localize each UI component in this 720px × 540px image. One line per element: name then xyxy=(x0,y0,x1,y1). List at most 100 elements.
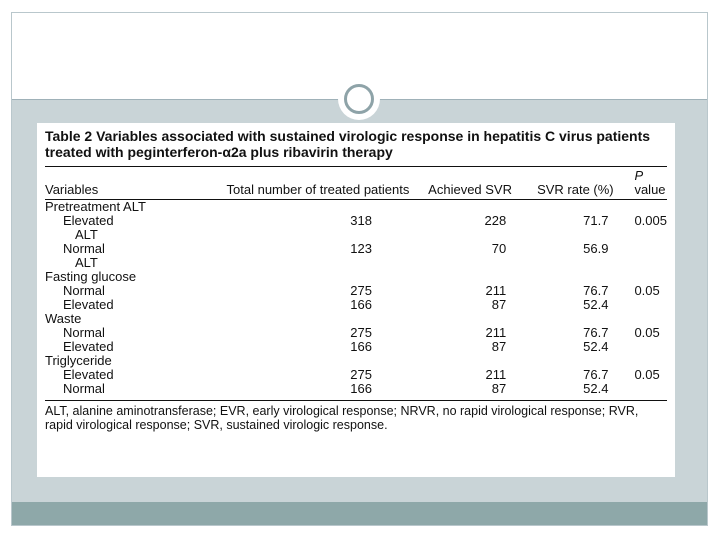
empty-cell xyxy=(416,200,524,214)
empty-cell xyxy=(524,354,626,368)
cell-total: 123 xyxy=(350,241,372,256)
empty-cell xyxy=(220,270,416,284)
empty-cell xyxy=(416,270,524,284)
table-row: Normal 123 70 56.9 xyxy=(45,242,667,256)
empty-cell xyxy=(626,200,667,214)
cell-p-value: 0.05 xyxy=(634,367,660,382)
table-row-continuation: ALT xyxy=(45,256,667,270)
header-rule xyxy=(45,197,667,200)
empty-cell xyxy=(524,228,626,242)
empty-cell xyxy=(220,256,416,270)
row-label: Normal xyxy=(63,381,105,396)
table-mid-rule xyxy=(45,199,667,200)
table-row: Elevated 275 211 76.7 0.05 xyxy=(45,368,667,382)
table-footnote: ALT, alanine aminotransferase; EVR, earl… xyxy=(45,404,639,432)
circle-ornament-icon xyxy=(338,78,380,120)
cell-svr-rate: 52.4 xyxy=(583,339,609,354)
empty-cell xyxy=(220,228,416,242)
table-row: Normal 275 211 76.7 0.05 xyxy=(45,326,667,340)
group-label: Fasting glucose xyxy=(45,269,137,284)
empty-cell xyxy=(626,354,667,368)
table-row: Elevated 166 87 52.4 xyxy=(45,298,667,312)
cell-achieved: 211 xyxy=(485,325,507,340)
table-row: Elevated 166 87 52.4 xyxy=(45,340,667,354)
table-top-rule xyxy=(45,166,667,167)
row-label: Normal xyxy=(63,283,105,298)
cell-total: 275 xyxy=(350,367,372,382)
table-row: Normal 166 87 52.4 xyxy=(45,382,667,396)
cell-p-value xyxy=(626,382,667,396)
empty-cell xyxy=(524,270,626,284)
cell-total: 166 xyxy=(350,339,372,354)
table-row-continuation: ALT xyxy=(45,228,667,242)
row-label: Elevated xyxy=(63,339,114,354)
cell-svr-rate: 71.7 xyxy=(583,213,609,228)
cell-achieved: 87 xyxy=(491,381,507,396)
table-image: Table 2 Variables associated with sustai… xyxy=(37,123,675,477)
row-label: Elevated xyxy=(63,367,114,382)
group-row: Fasting glucose xyxy=(45,270,667,284)
header-total: Total number of treated patients xyxy=(226,182,410,197)
empty-cell xyxy=(524,200,626,214)
cell-svr-rate: 76.7 xyxy=(583,325,609,340)
header-rule-row xyxy=(45,197,667,200)
group-row: Waste xyxy=(45,312,667,326)
cell-p-value: 0.05 xyxy=(634,283,660,298)
empty-cell xyxy=(524,312,626,326)
table-body: Pretreatment ALT Elevated 318 228 71.7 0.005 A… xyxy=(45,200,667,396)
empty-cell xyxy=(220,312,416,326)
cell-svr-rate: 76.7 xyxy=(583,367,609,382)
empty-cell xyxy=(626,256,667,270)
results-table: Variables Total number of treated patien… xyxy=(45,167,667,396)
cell-total: 166 xyxy=(350,297,372,312)
cell-svr-rate: 52.4 xyxy=(583,297,609,312)
cell-svr-rate: 52.4 xyxy=(583,381,609,396)
header-p-value: P value xyxy=(626,167,667,197)
empty-cell xyxy=(416,228,524,242)
group-label: Triglyceride xyxy=(45,353,112,368)
empty-cell xyxy=(220,354,416,368)
empty-cell xyxy=(524,256,626,270)
cell-total: 166 xyxy=(350,381,372,396)
empty-cell xyxy=(416,354,524,368)
cell-achieved: 70 xyxy=(491,241,507,256)
row-label-cont: ALT xyxy=(75,227,98,242)
table-header-row: Variables Total number of treated patien… xyxy=(45,167,667,197)
cell-p-value: 0.005 xyxy=(634,213,667,228)
empty-cell xyxy=(220,200,416,214)
group-row: Pretreatment ALT xyxy=(45,200,667,214)
cell-p-value: 0.05 xyxy=(634,325,660,340)
cell-achieved: 87 xyxy=(491,297,507,312)
group-label: Pretreatment ALT xyxy=(45,199,146,214)
cell-achieved: 87 xyxy=(491,339,507,354)
cell-svr-rate: 56.9 xyxy=(583,241,609,256)
cell-total: 275 xyxy=(350,325,372,340)
cell-achieved: 211 xyxy=(485,283,507,298)
cell-achieved: 228 xyxy=(484,213,507,228)
empty-cell xyxy=(416,256,524,270)
header-variables: Variables xyxy=(45,182,99,197)
cell-p-value xyxy=(626,298,667,312)
group-row: Triglyceride xyxy=(45,354,667,368)
table-caption: Table 2 Variables associated with sustai… xyxy=(45,128,651,160)
cell-p-value xyxy=(626,340,667,354)
header-svr-rate: SVR rate (%) xyxy=(537,182,614,197)
table-bottom-rule xyxy=(45,400,667,401)
row-label-cont: ALT xyxy=(75,255,98,270)
table-row: Elevated 318 228 71.7 0.005 xyxy=(45,214,667,228)
empty-cell xyxy=(626,312,667,326)
row-label: Elevated xyxy=(63,297,114,312)
ring-icon xyxy=(344,84,374,114)
cell-total: 318 xyxy=(350,213,372,228)
p-value-label: value xyxy=(634,182,666,197)
cell-total: 275 xyxy=(350,283,372,298)
table-row: Normal 275 211 76.7 0.05 xyxy=(45,284,667,298)
group-label: Waste xyxy=(45,311,82,326)
cell-achieved: 211 xyxy=(485,367,507,382)
cell-p-value xyxy=(626,242,667,256)
p-letter: P xyxy=(634,168,644,183)
empty-cell xyxy=(626,228,667,242)
empty-cell xyxy=(416,312,524,326)
footer-band xyxy=(12,502,707,525)
row-label: Elevated xyxy=(63,213,114,228)
